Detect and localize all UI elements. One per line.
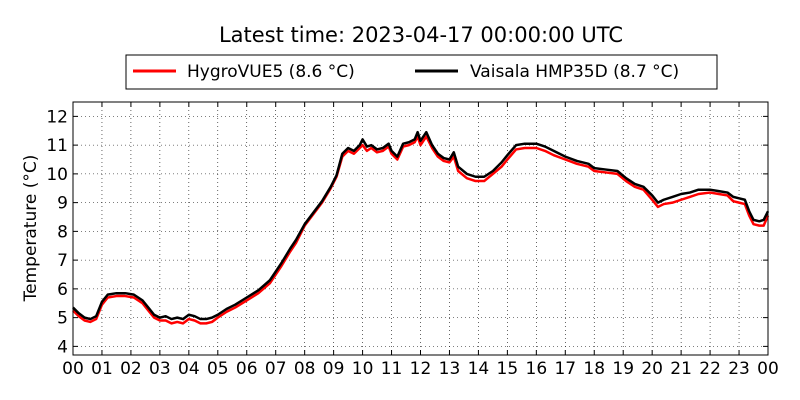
series-line-vaisala	[72, 130, 770, 321]
x-tick-label: 07	[265, 359, 287, 379]
y-tick-label: 10	[46, 165, 68, 185]
x-tick-label: 05	[207, 359, 229, 379]
x-tick-label: 14	[468, 359, 490, 379]
legend-label-vaisala: Vaisala HMP35D (8.7 °C)	[470, 62, 679, 82]
y-tick-label: 12	[46, 107, 68, 127]
x-tick-label: 06	[236, 359, 258, 379]
y-tick-label: 11	[46, 136, 68, 156]
x-tick-label: 13	[439, 359, 461, 379]
x-tick-label: 23	[728, 359, 750, 379]
y-tick-label: 5	[57, 309, 68, 329]
series-layer	[72, 130, 770, 325]
x-tick-label: 00	[62, 359, 84, 379]
x-tick-label: 03	[149, 359, 171, 379]
x-tick-label: 08	[294, 359, 316, 379]
x-tick-label: 19	[612, 359, 634, 379]
y-tick-label: 7	[57, 251, 68, 271]
x-tick-label: 11	[381, 359, 403, 379]
y-axis-label: Temperature (°C)	[21, 155, 41, 303]
x-tick-label: 02	[120, 359, 142, 379]
x-tick-label: 16	[526, 359, 548, 379]
x-tick-label: 20	[641, 359, 663, 379]
x-tick-label: 17	[554, 359, 576, 379]
legend: HygroVUE5 (8.6 °C) Vaisala HMP35D (8.7 °…	[125, 54, 718, 90]
x-tick-label: 09	[323, 359, 345, 379]
x-tick-label: 01	[91, 359, 113, 379]
y-tick-label: 4	[57, 337, 68, 357]
x-tick-label: 21	[670, 359, 692, 379]
y-tick-label: 6	[57, 280, 68, 300]
x-tick-label: 04	[178, 359, 200, 379]
series-line-hygrovue5	[72, 135, 770, 325]
axis-ticks	[72, 102, 769, 355]
chart-title: Latest time: 2023-04-17 00:00:00 UTC	[219, 23, 623, 47]
y-tick-label: 8	[57, 222, 68, 242]
x-tick-label: 22	[699, 359, 721, 379]
x-tick-label: 15	[497, 359, 519, 379]
x-tick-label: 00	[757, 359, 779, 379]
x-tick-label: 10	[352, 359, 374, 379]
legend-label-hygrovue5: HygroVUE5 (8.6 °C)	[187, 62, 355, 82]
x-tick-label: 18	[583, 359, 605, 379]
y-tick-label: 9	[57, 194, 68, 214]
x-tick-labels: 00 01 02 03 04 05 06 07 08 09 10 11 12 13 14 15 16 17 18 19…	[62, 359, 779, 379]
y-tick-labels: 4 5 6 7 8 9 10 11 12	[46, 107, 68, 357]
x-tick-label: 12	[410, 359, 432, 379]
